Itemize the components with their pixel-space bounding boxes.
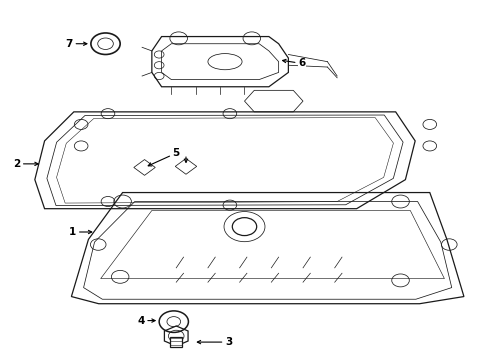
Bar [170,337,182,347]
Text: 3: 3 [197,337,232,347]
Text: 6: 6 [282,58,305,68]
Text: 5: 5 [148,148,180,166]
Text: 4: 4 [137,316,155,325]
Text: 2: 2 [13,159,38,169]
Text: 7: 7 [65,39,87,49]
Text: 1: 1 [69,227,92,237]
